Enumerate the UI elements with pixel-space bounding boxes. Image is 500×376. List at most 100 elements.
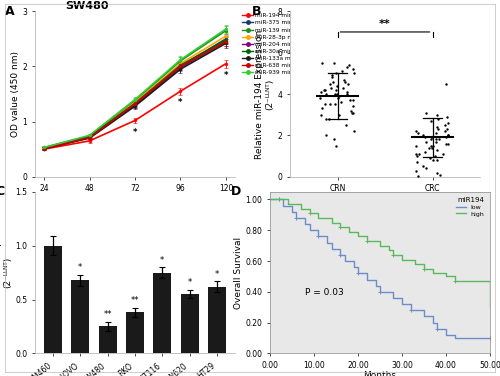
Text: A: A bbox=[5, 5, 15, 18]
Point bbox=[431, 153, 439, 159]
Point bbox=[433, 124, 441, 130]
Bar bbox=[99, 326, 116, 353]
Point bbox=[442, 81, 450, 87]
Point bbox=[336, 93, 344, 99]
Point bbox=[422, 135, 430, 141]
Point bbox=[349, 66, 357, 72]
Point bbox=[430, 157, 438, 163]
high bbox=[430, 271, 436, 276]
Point bbox=[326, 116, 334, 122]
low bbox=[364, 277, 370, 282]
Point bbox=[426, 155, 434, 161]
Point bbox=[338, 68, 346, 74]
X-axis label: hours: hours bbox=[122, 195, 148, 204]
Text: *: * bbox=[178, 99, 182, 108]
Point bbox=[344, 62, 352, 68]
Point bbox=[342, 122, 349, 128]
high bbox=[276, 197, 282, 202]
Point bbox=[432, 130, 440, 136]
Point bbox=[330, 60, 338, 66]
Point bbox=[427, 143, 435, 149]
Point bbox=[334, 112, 342, 118]
low bbox=[487, 336, 493, 340]
Point bbox=[426, 118, 434, 124]
Point bbox=[432, 136, 440, 143]
high bbox=[355, 234, 361, 239]
low bbox=[342, 259, 348, 263]
high bbox=[443, 274, 449, 279]
high bbox=[487, 305, 493, 309]
Point bbox=[412, 168, 420, 174]
Y-axis label: OD value (450 nm): OD value (450 nm) bbox=[10, 51, 20, 137]
Point bbox=[318, 60, 326, 66]
low bbox=[338, 253, 344, 257]
Point bbox=[326, 81, 334, 87]
Point bbox=[444, 132, 452, 138]
Point bbox=[439, 151, 447, 157]
Point bbox=[443, 126, 451, 132]
Point bbox=[428, 145, 436, 151]
low bbox=[452, 336, 458, 340]
Point bbox=[418, 132, 426, 138]
Point bbox=[349, 103, 357, 109]
Text: **: ** bbox=[104, 311, 112, 320]
high bbox=[452, 279, 458, 284]
low bbox=[302, 222, 308, 226]
Point bbox=[443, 114, 451, 120]
Point bbox=[342, 79, 349, 85]
Point bbox=[322, 91, 330, 97]
X-axis label: Months: Months bbox=[364, 371, 396, 376]
Point bbox=[412, 128, 420, 134]
high bbox=[399, 257, 405, 262]
high bbox=[421, 267, 427, 271]
Point bbox=[332, 70, 340, 76]
Point bbox=[434, 126, 442, 132]
Point bbox=[414, 173, 422, 179]
Point bbox=[434, 116, 442, 122]
Point bbox=[428, 143, 436, 149]
low bbox=[430, 320, 436, 325]
Point bbox=[320, 87, 328, 93]
high bbox=[377, 243, 383, 248]
Text: B: B bbox=[252, 5, 262, 18]
Point bbox=[414, 130, 422, 136]
low bbox=[276, 197, 282, 202]
Point bbox=[350, 110, 358, 116]
Point bbox=[321, 87, 329, 93]
low bbox=[267, 197, 273, 202]
Point bbox=[330, 136, 338, 143]
Y-axis label: Overall Survival: Overall Survival bbox=[234, 237, 242, 309]
high bbox=[412, 262, 418, 266]
low bbox=[289, 209, 295, 214]
Point bbox=[334, 95, 342, 101]
Bar bbox=[44, 246, 62, 353]
Bar bbox=[72, 280, 89, 353]
Point bbox=[442, 135, 450, 141]
Point bbox=[347, 108, 355, 114]
Point bbox=[321, 102, 329, 108]
Bar bbox=[126, 312, 144, 353]
Y-axis label: Relative miR-194 Expression
(2⁻ᴸᴸᴺᵀ): Relative miR-194 Expression (2⁻ᴸᴸᴺᵀ) bbox=[256, 29, 274, 159]
Text: *: * bbox=[215, 270, 219, 279]
Point bbox=[435, 136, 443, 143]
Point bbox=[332, 143, 340, 149]
Point bbox=[419, 163, 427, 169]
Text: *: * bbox=[160, 256, 164, 265]
Point bbox=[348, 97, 356, 103]
Point bbox=[331, 91, 339, 97]
Point bbox=[342, 89, 350, 95]
Text: C: C bbox=[0, 185, 4, 198]
Legend: miR-194 mimic, miR-375 mimic, miR-139 mimic, miR-28-3p mimic, miR-204 mimic, miR: miR-194 mimic, miR-375 mimic, miR-139 mi… bbox=[240, 11, 308, 77]
Line: low: low bbox=[270, 199, 490, 338]
Point bbox=[327, 85, 335, 91]
Point bbox=[436, 171, 444, 178]
Point bbox=[428, 135, 436, 141]
Point bbox=[434, 157, 442, 163]
Point bbox=[322, 132, 330, 138]
low bbox=[390, 296, 396, 300]
Point bbox=[444, 132, 452, 138]
low bbox=[316, 234, 322, 239]
Point bbox=[328, 74, 336, 80]
low bbox=[377, 290, 383, 294]
high bbox=[346, 229, 352, 234]
